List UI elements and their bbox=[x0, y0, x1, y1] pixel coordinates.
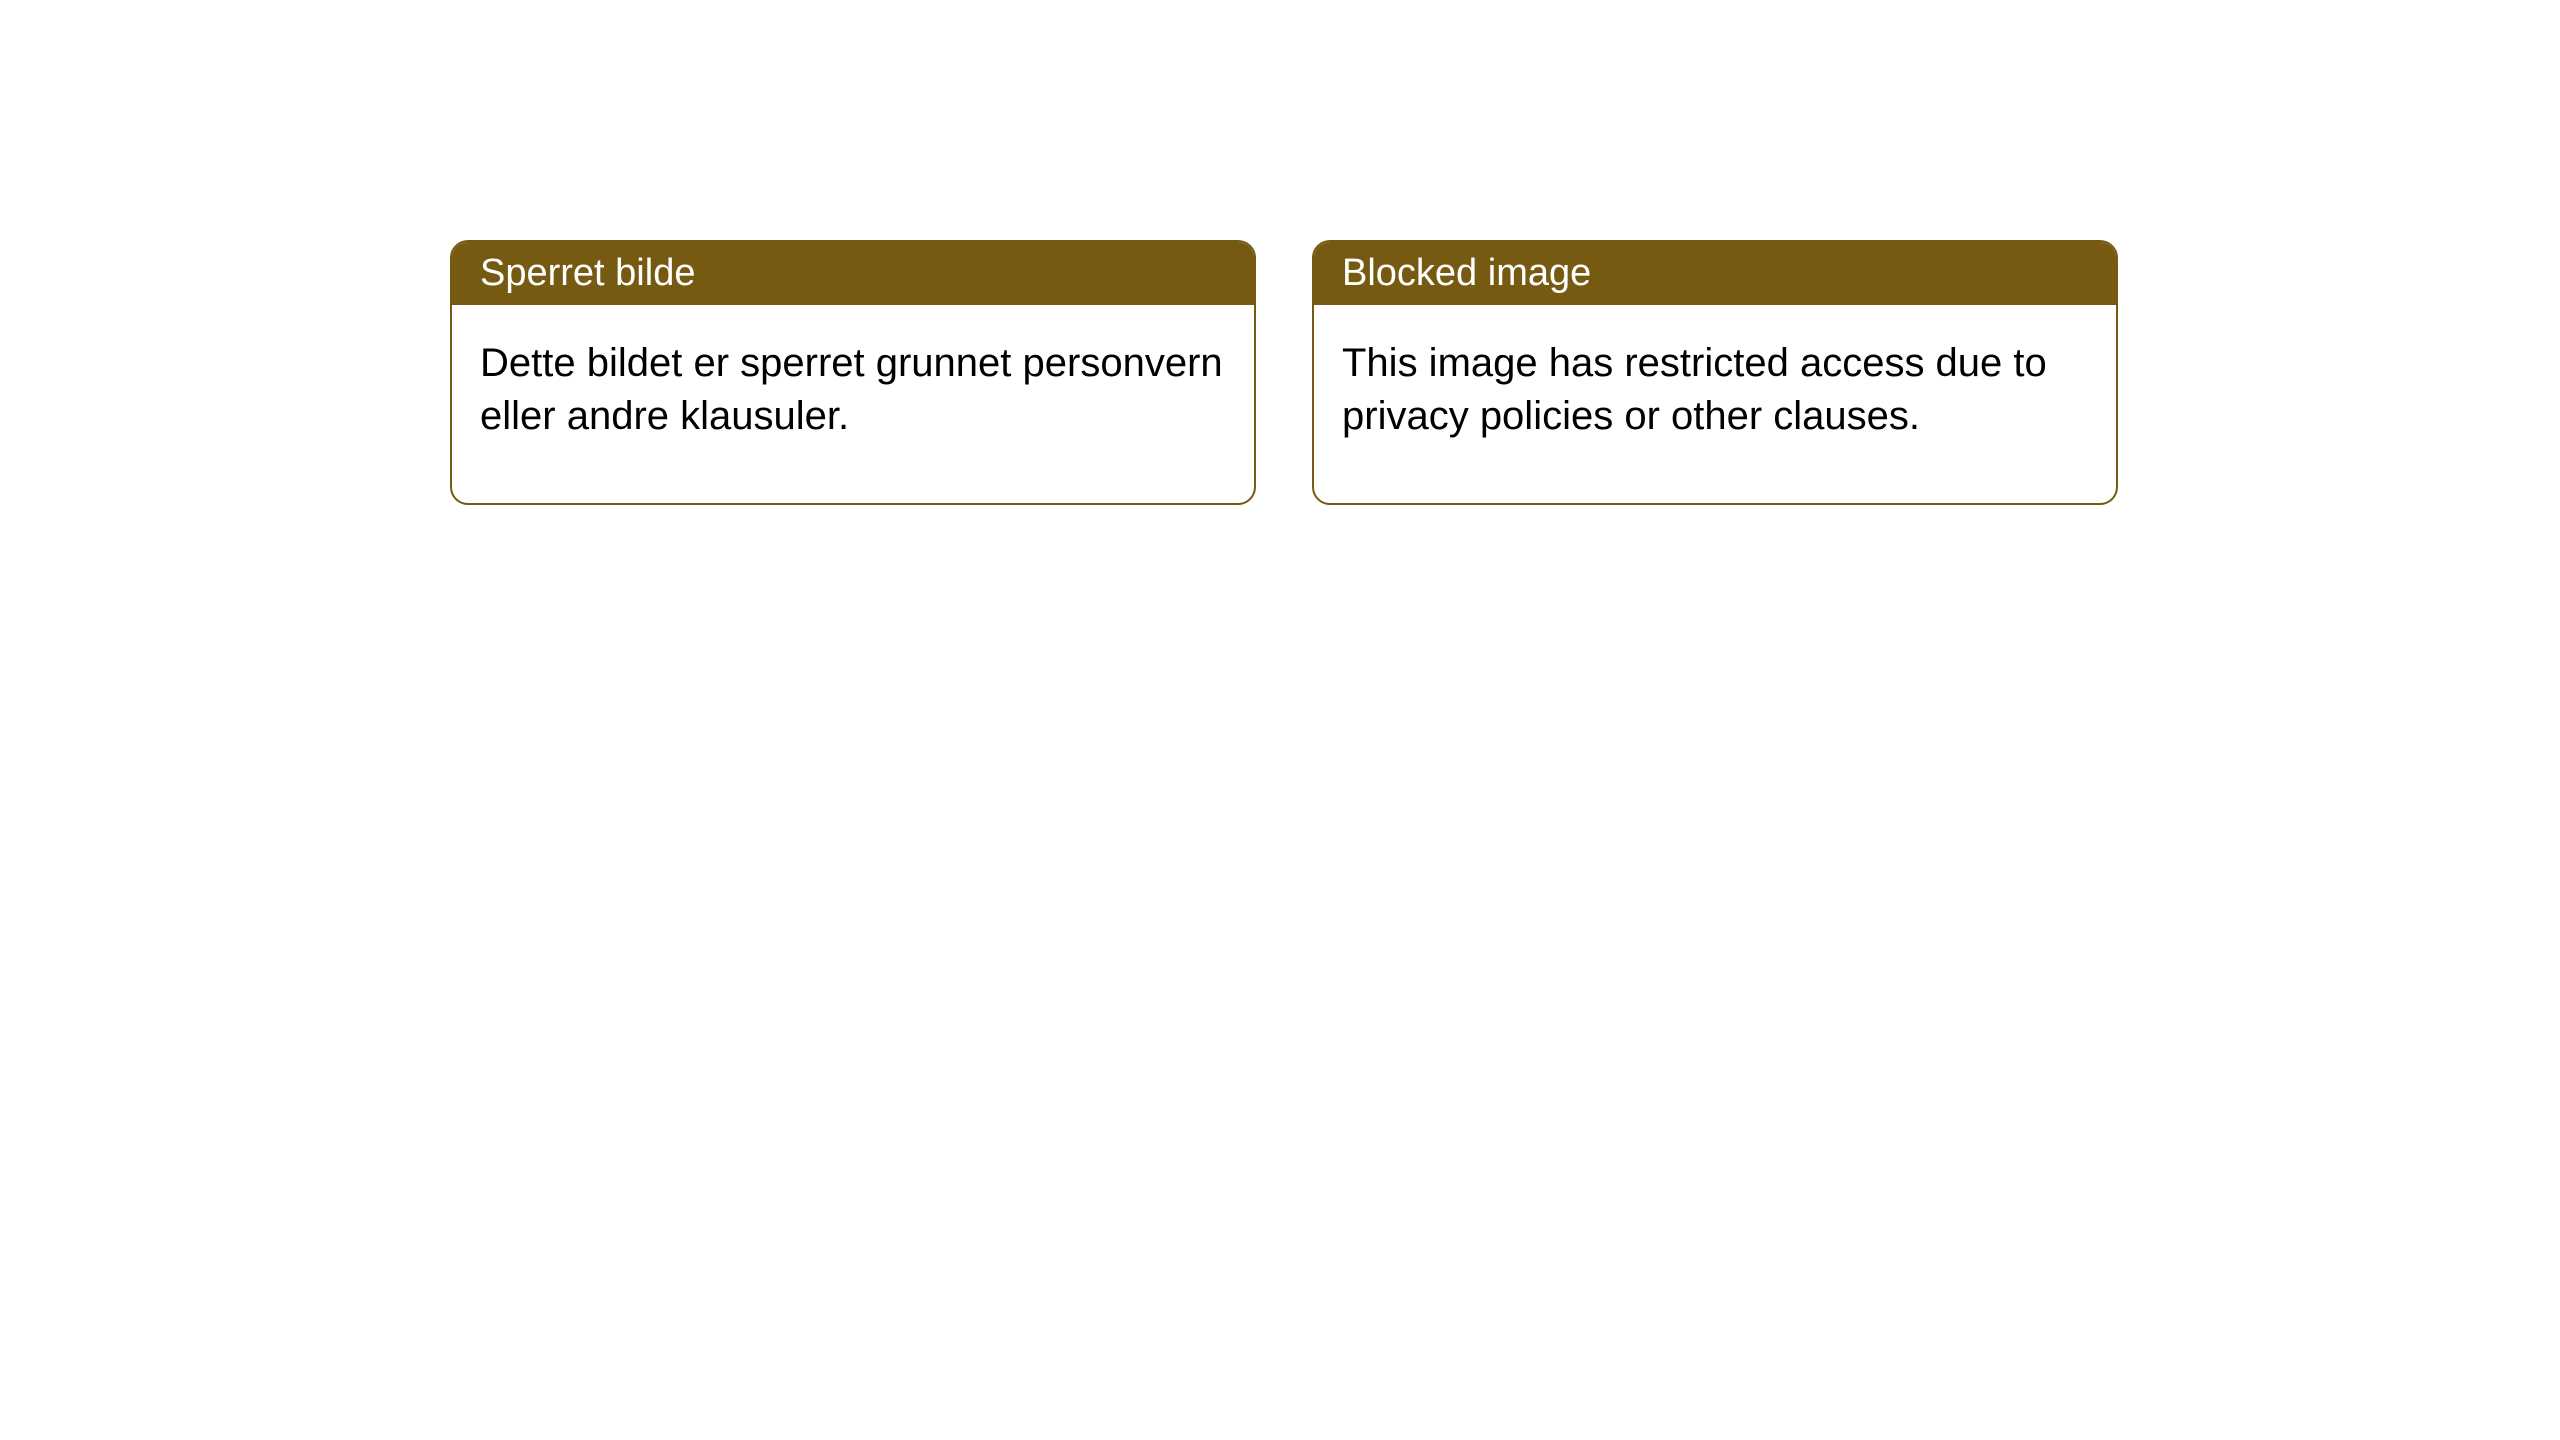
notice-header-en: Blocked image bbox=[1314, 242, 2116, 305]
notice-title-en: Blocked image bbox=[1342, 252, 1591, 294]
notice-box-en: Blocked image This image has restricted … bbox=[1312, 240, 2118, 505]
notice-header-no: Sperret bilde bbox=[452, 242, 1254, 305]
notice-title-no: Sperret bilde bbox=[480, 252, 695, 294]
notice-box-no: Sperret bilde Dette bildet er sperret gr… bbox=[450, 240, 1256, 505]
notice-body-no: Dette bildet er sperret grunnet personve… bbox=[452, 305, 1254, 503]
notice-text-en: This image has restricted access due to … bbox=[1342, 341, 2047, 438]
notice-body-en: This image has restricted access due to … bbox=[1314, 305, 2116, 503]
notice-container: Sperret bilde Dette bildet er sperret gr… bbox=[450, 240, 2118, 505]
notice-text-no: Dette bildet er sperret grunnet personve… bbox=[480, 341, 1223, 438]
